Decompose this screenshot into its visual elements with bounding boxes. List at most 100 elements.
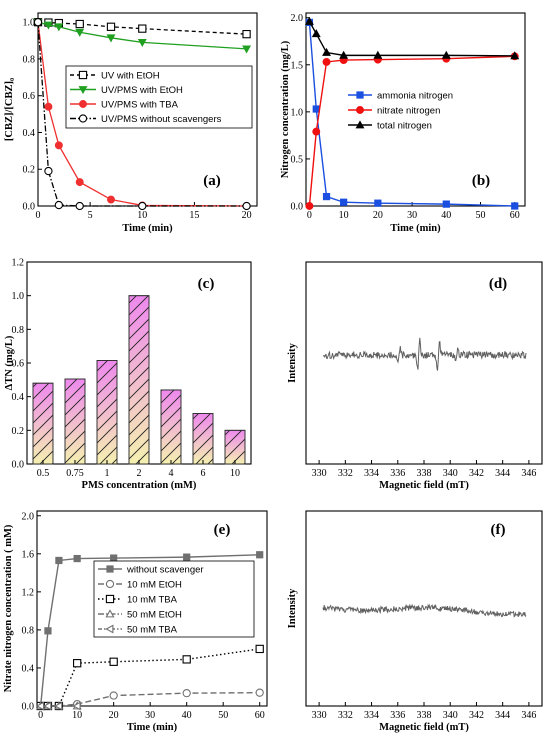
data-point <box>75 28 85 37</box>
x-tick-label: 344 <box>495 468 510 479</box>
data-point <box>73 659 82 668</box>
x-tick-label: 10 <box>137 210 147 221</box>
x-tick-label: 40 <box>441 210 451 221</box>
x-axis-label: PMS concentration (mM) <box>82 480 197 491</box>
data-point <box>109 691 118 700</box>
data-point <box>137 39 147 48</box>
panel-label: (d) <box>489 276 507 292</box>
y-tick-label: 1.6 <box>22 549 35 560</box>
data-point <box>78 114 88 123</box>
data-point <box>44 102 53 111</box>
data-point <box>242 45 252 54</box>
x-axis-label: Magnetic field (mT) <box>379 480 469 491</box>
panel-c: 0.0 0.2 0.4 0.6 0.8 1.0 1.2 0.5 0.75 1 2 4 6 10 PMS co… <box>4 258 252 491</box>
x-tick-label: 0.5 <box>37 468 50 479</box>
x-tick-label: 0.75 <box>66 468 84 479</box>
data-point <box>110 554 118 562</box>
epr-spectrum <box>322 337 527 371</box>
y-tick-label: 1.0 <box>12 291 25 302</box>
data-point <box>54 23 64 32</box>
bar-hatch <box>32 382 54 465</box>
data-point <box>75 178 84 187</box>
legend-entry: 10 mM EtOH <box>127 580 182 591</box>
y-axis-label: ΔTN (mg/L) <box>4 335 15 390</box>
x-tick-label: 30 <box>145 710 155 721</box>
data-point <box>356 91 364 99</box>
legend-entry: ammonia nitrogen <box>377 91 453 102</box>
y-tick-label: 0.4 <box>12 392 25 403</box>
x-tick-label: 0 <box>307 210 312 221</box>
data-point <box>43 701 52 711</box>
x-tick-label: 336 <box>390 468 405 479</box>
panel-label: (f) <box>491 522 506 538</box>
data-point <box>72 701 81 711</box>
panel-a: 0 5 10 15 20 0.0 0.2 0.4 0.6 0.8 1.0 Time (min) [CBZ… <box>4 12 258 234</box>
y-tick-label: 0.8 <box>22 625 35 636</box>
data-point <box>255 688 264 697</box>
x-tick-label: 336 <box>390 710 405 721</box>
x-tick-label: 15 <box>189 210 199 221</box>
x-tick-label: 332 <box>338 710 353 721</box>
data-point <box>105 594 115 604</box>
legend-box <box>65 65 253 129</box>
data-point <box>339 50 349 59</box>
data-point <box>79 100 87 108</box>
y-tick-label: 1.0 <box>23 18 36 29</box>
legend-entry: UV with EtOH <box>101 71 160 82</box>
panel-label: (e) <box>214 522 231 538</box>
x-tick-label: 1 <box>105 468 110 479</box>
y-tick-label: 1.0 <box>291 107 304 118</box>
x-tick-label: 20 <box>109 710 119 721</box>
data-point <box>304 16 314 25</box>
y-tick-label: 0.8 <box>12 325 25 336</box>
legend-entry: 50 mM TBA <box>127 625 178 636</box>
panel-label: (a) <box>203 173 221 189</box>
data-point <box>182 689 191 698</box>
x-tick-label: 342 <box>469 468 484 479</box>
y-axis-label: Nitrogen concentration (mg/L) <box>280 40 291 178</box>
data-point <box>33 18 43 27</box>
data-point <box>105 579 115 589</box>
x-tick-label: 332 <box>338 468 353 479</box>
data-point <box>44 166 53 176</box>
y-tick-label: 1.2 <box>12 258 25 269</box>
data-point <box>78 70 88 80</box>
plot-frame <box>305 12 526 207</box>
panel-label: (b) <box>472 173 490 189</box>
bar-hatch <box>96 360 118 465</box>
x-tick-label: 342 <box>469 710 484 721</box>
x-tick-label: 330 <box>312 710 327 721</box>
data-point <box>356 106 364 114</box>
data-point <box>107 195 115 204</box>
x-tick-label: 344 <box>495 710 510 721</box>
x-axis-label: Time (min) <box>127 722 178 733</box>
x-tick-label: 334 <box>364 710 379 721</box>
y-tick-label: 0.5 <box>291 154 304 165</box>
data-point <box>75 201 84 211</box>
x-tick-label: 0 <box>36 210 41 221</box>
x-tick-label: 20 <box>242 210 252 221</box>
data-point <box>44 627 52 635</box>
y-axis-label: Intensity <box>287 342 298 382</box>
x-tick-label: 4 <box>169 468 174 479</box>
y-tick-label: 0.6 <box>23 91 36 102</box>
x-tick-label: 5 <box>88 210 93 221</box>
y-tick-label: 0.2 <box>23 165 36 176</box>
legend-entry: UV/PMS with TBA <box>101 100 179 111</box>
data-point <box>106 34 116 43</box>
x-tick-label: 340 <box>443 468 458 479</box>
x-tick-label: 334 <box>364 468 379 479</box>
y-tick-label: 0.8 <box>23 54 36 65</box>
panel-b: 0 10 20 30 40 50 60 0.0 0.5 1.0 1.5 2.0 Time (min) Ni… <box>280 12 526 234</box>
x-axis-label: Magnetic field (mT) <box>379 722 469 733</box>
data-point <box>105 609 115 618</box>
y-tick-label: 0.0 <box>12 460 25 471</box>
series-line <box>40 648 260 707</box>
panel-label: (c) <box>198 276 215 292</box>
y-tick-label: 0.4 <box>23 128 36 139</box>
legend-entry: nitrate nitrogen <box>377 106 440 117</box>
data-point <box>54 141 63 150</box>
y-tick-label: 1.2 <box>22 587 35 598</box>
data-point <box>305 202 314 210</box>
bar-hatch <box>128 295 150 465</box>
